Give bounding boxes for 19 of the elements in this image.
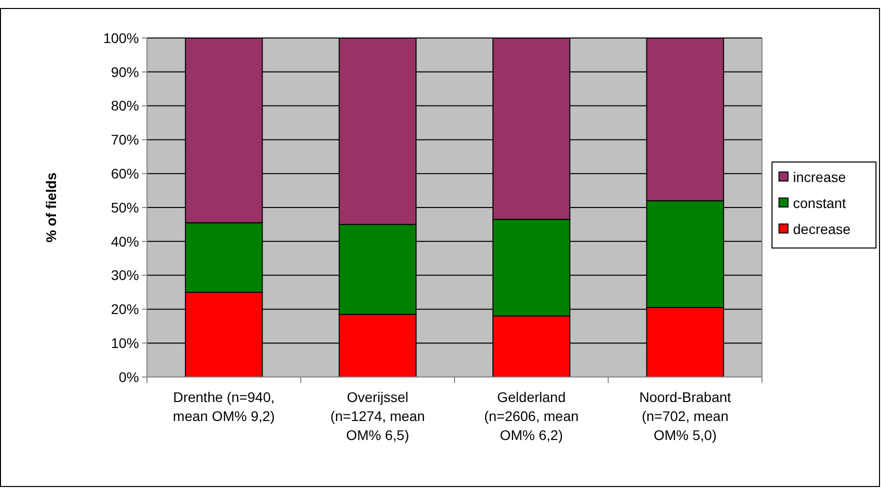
y-tick-label: 0% xyxy=(118,368,139,385)
y-axis-title: % of fields xyxy=(43,172,59,243)
legend-label: decrease xyxy=(793,220,851,237)
legend-label: constant xyxy=(793,194,846,211)
y-tick-label: 20% xyxy=(110,301,139,318)
y-tick-label: 70% xyxy=(110,132,139,148)
y-tick-label: 50% xyxy=(110,199,139,216)
y-tick-label: 100% xyxy=(103,30,139,46)
x-tick-label: Gelderland (n=2606, mean OM% 6,2) xyxy=(484,389,579,443)
y-tick-label: 40% xyxy=(110,233,139,250)
y-tick-label: 90% xyxy=(110,64,139,80)
y-tick-label: 10% xyxy=(110,335,139,351)
x-tick-label: Noord-Brabant (n=702, mean OM% 5,0) xyxy=(639,389,732,443)
legend-label: increase xyxy=(793,168,846,185)
x-tick-label: Drenthe (n=940, mean OM% 9,2) xyxy=(172,389,275,424)
y-tick-label: 60% xyxy=(110,166,139,182)
y-tick-label: 80% xyxy=(110,98,139,114)
x-tick-label: Overijssel (n=1274, mean OM% 6,5) xyxy=(330,389,425,443)
y-tick-label: 30% xyxy=(110,267,139,284)
